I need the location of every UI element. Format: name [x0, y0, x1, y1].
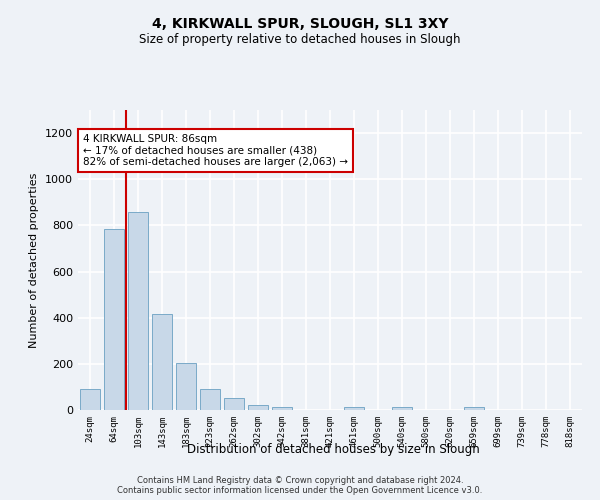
- Bar: [200, 389, 220, 410]
- Bar: [344, 407, 364, 410]
- Bar: [272, 406, 292, 410]
- Text: 4 KIRKWALL SPUR: 86sqm
← 17% of detached houses are smaller (438)
82% of semi-de: 4 KIRKWALL SPUR: 86sqm ← 17% of detached…: [83, 134, 348, 167]
- Bar: [392, 407, 412, 410]
- Text: Distribution of detached houses by size in Slough: Distribution of detached houses by size …: [187, 442, 479, 456]
- Y-axis label: Number of detached properties: Number of detached properties: [29, 172, 40, 348]
- Text: 4, KIRKWALL SPUR, SLOUGH, SL1 3XY: 4, KIRKWALL SPUR, SLOUGH, SL1 3XY: [152, 18, 448, 32]
- Text: Contains HM Land Registry data © Crown copyright and database right 2024.
Contai: Contains HM Land Registry data © Crown c…: [118, 476, 482, 495]
- Bar: [80, 389, 100, 410]
- Bar: [248, 404, 268, 410]
- Bar: [128, 212, 148, 410]
- Bar: [104, 229, 124, 410]
- Text: Size of property relative to detached houses in Slough: Size of property relative to detached ho…: [139, 32, 461, 46]
- Bar: [224, 398, 244, 410]
- Bar: [176, 362, 196, 410]
- Bar: [464, 407, 484, 410]
- Bar: [152, 314, 172, 410]
